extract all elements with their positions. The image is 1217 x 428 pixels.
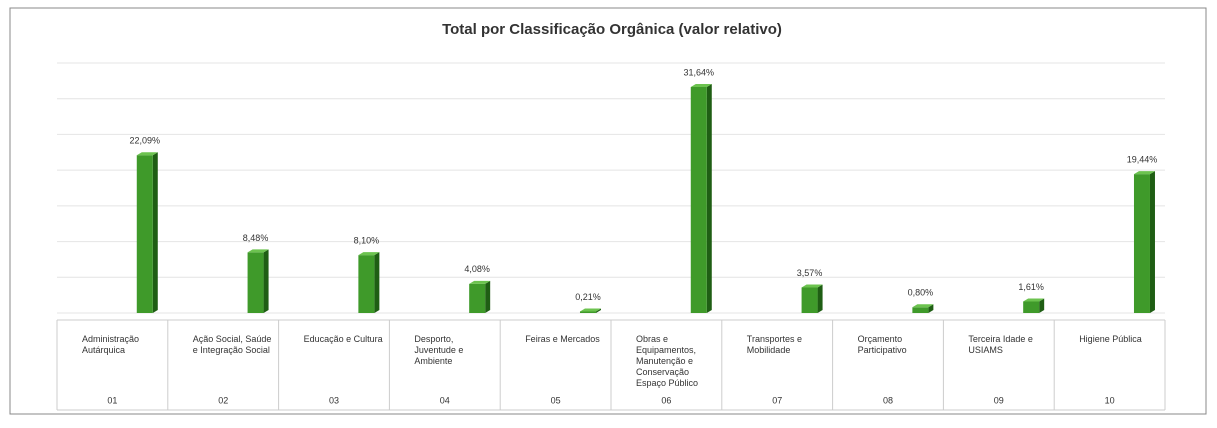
data-label: 19,44% bbox=[1127, 155, 1158, 165]
x-tick-code: 10 bbox=[1105, 395, 1115, 405]
bar-top bbox=[1023, 298, 1045, 302]
bar bbox=[469, 283, 486, 313]
bar bbox=[1023, 301, 1040, 313]
x-tick-label: Feiras e Mercados bbox=[525, 334, 600, 344]
bar-top bbox=[358, 252, 380, 256]
bar bbox=[247, 252, 264, 313]
x-tick-code: 08 bbox=[883, 395, 893, 405]
x-tick-code: 01 bbox=[107, 395, 117, 405]
bar-top bbox=[247, 249, 269, 253]
bar-top bbox=[690, 84, 712, 87]
data-label: 0,21% bbox=[575, 292, 601, 302]
bar-top bbox=[579, 308, 601, 312]
x-tick-code: 02 bbox=[218, 395, 228, 405]
bar-top bbox=[912, 304, 934, 308]
x-tick-label: Transportes e Mobilidade bbox=[747, 334, 802, 355]
bar-top bbox=[469, 280, 491, 284]
bar bbox=[690, 87, 707, 313]
chart-border bbox=[9, 7, 1207, 415]
bar bbox=[1133, 174, 1150, 313]
bar bbox=[136, 155, 153, 313]
bar-side bbox=[1149, 171, 1155, 313]
bar-top bbox=[801, 284, 823, 288]
x-tick-code: 07 bbox=[772, 395, 782, 405]
data-label: 8,10% bbox=[354, 236, 380, 246]
x-tick-label: Educação e Cultura bbox=[304, 334, 383, 344]
data-label: 1,61% bbox=[1018, 282, 1044, 292]
data-label: 22,09% bbox=[130, 136, 161, 146]
x-tick-label: Obras e Equipamentos, Manutenção e Conserva… bbox=[636, 334, 698, 388]
bar-side bbox=[374, 252, 380, 313]
data-label: 3,57% bbox=[797, 268, 823, 278]
data-label: 4,08% bbox=[464, 264, 490, 274]
bar-top bbox=[136, 152, 158, 156]
x-tick-code: 03 bbox=[329, 395, 339, 405]
data-label: 31,64% bbox=[684, 67, 715, 77]
bar bbox=[358, 255, 375, 313]
x-tick-code: 05 bbox=[551, 395, 561, 405]
x-tick-label: Administração Autárquica bbox=[82, 334, 139, 355]
x-tick-label: Terceira Idade e USIAMS bbox=[968, 334, 1033, 355]
bar-side bbox=[1039, 298, 1045, 313]
bar-side bbox=[928, 304, 934, 313]
bar bbox=[912, 307, 929, 313]
chart-title: Total por Classificação Orgânica (valor … bbox=[442, 21, 782, 38]
bar-side bbox=[485, 280, 491, 313]
bar-side bbox=[595, 308, 601, 313]
bar-side bbox=[817, 284, 823, 313]
bar-top bbox=[1133, 171, 1155, 175]
data-label: 0,80% bbox=[908, 288, 934, 298]
data-label: 8,48% bbox=[243, 233, 269, 243]
bar-side bbox=[263, 249, 269, 313]
x-tick-label: Orçamento Participativo bbox=[858, 334, 907, 355]
bar bbox=[801, 287, 818, 313]
x-tick-label: Higiene Pública bbox=[1079, 334, 1142, 344]
bar-side bbox=[706, 84, 712, 313]
x-tick-code: 06 bbox=[661, 395, 671, 405]
x-tick-code: 04 bbox=[440, 395, 450, 405]
bar bbox=[579, 311, 596, 313]
x-tick-code: 09 bbox=[994, 395, 1004, 405]
x-tick-label: Ação Social, Saúde e Integração Social bbox=[193, 334, 272, 355]
bar-side bbox=[152, 152, 158, 313]
x-tick-label: Desporto, Juventude e Ambiente bbox=[414, 334, 463, 366]
